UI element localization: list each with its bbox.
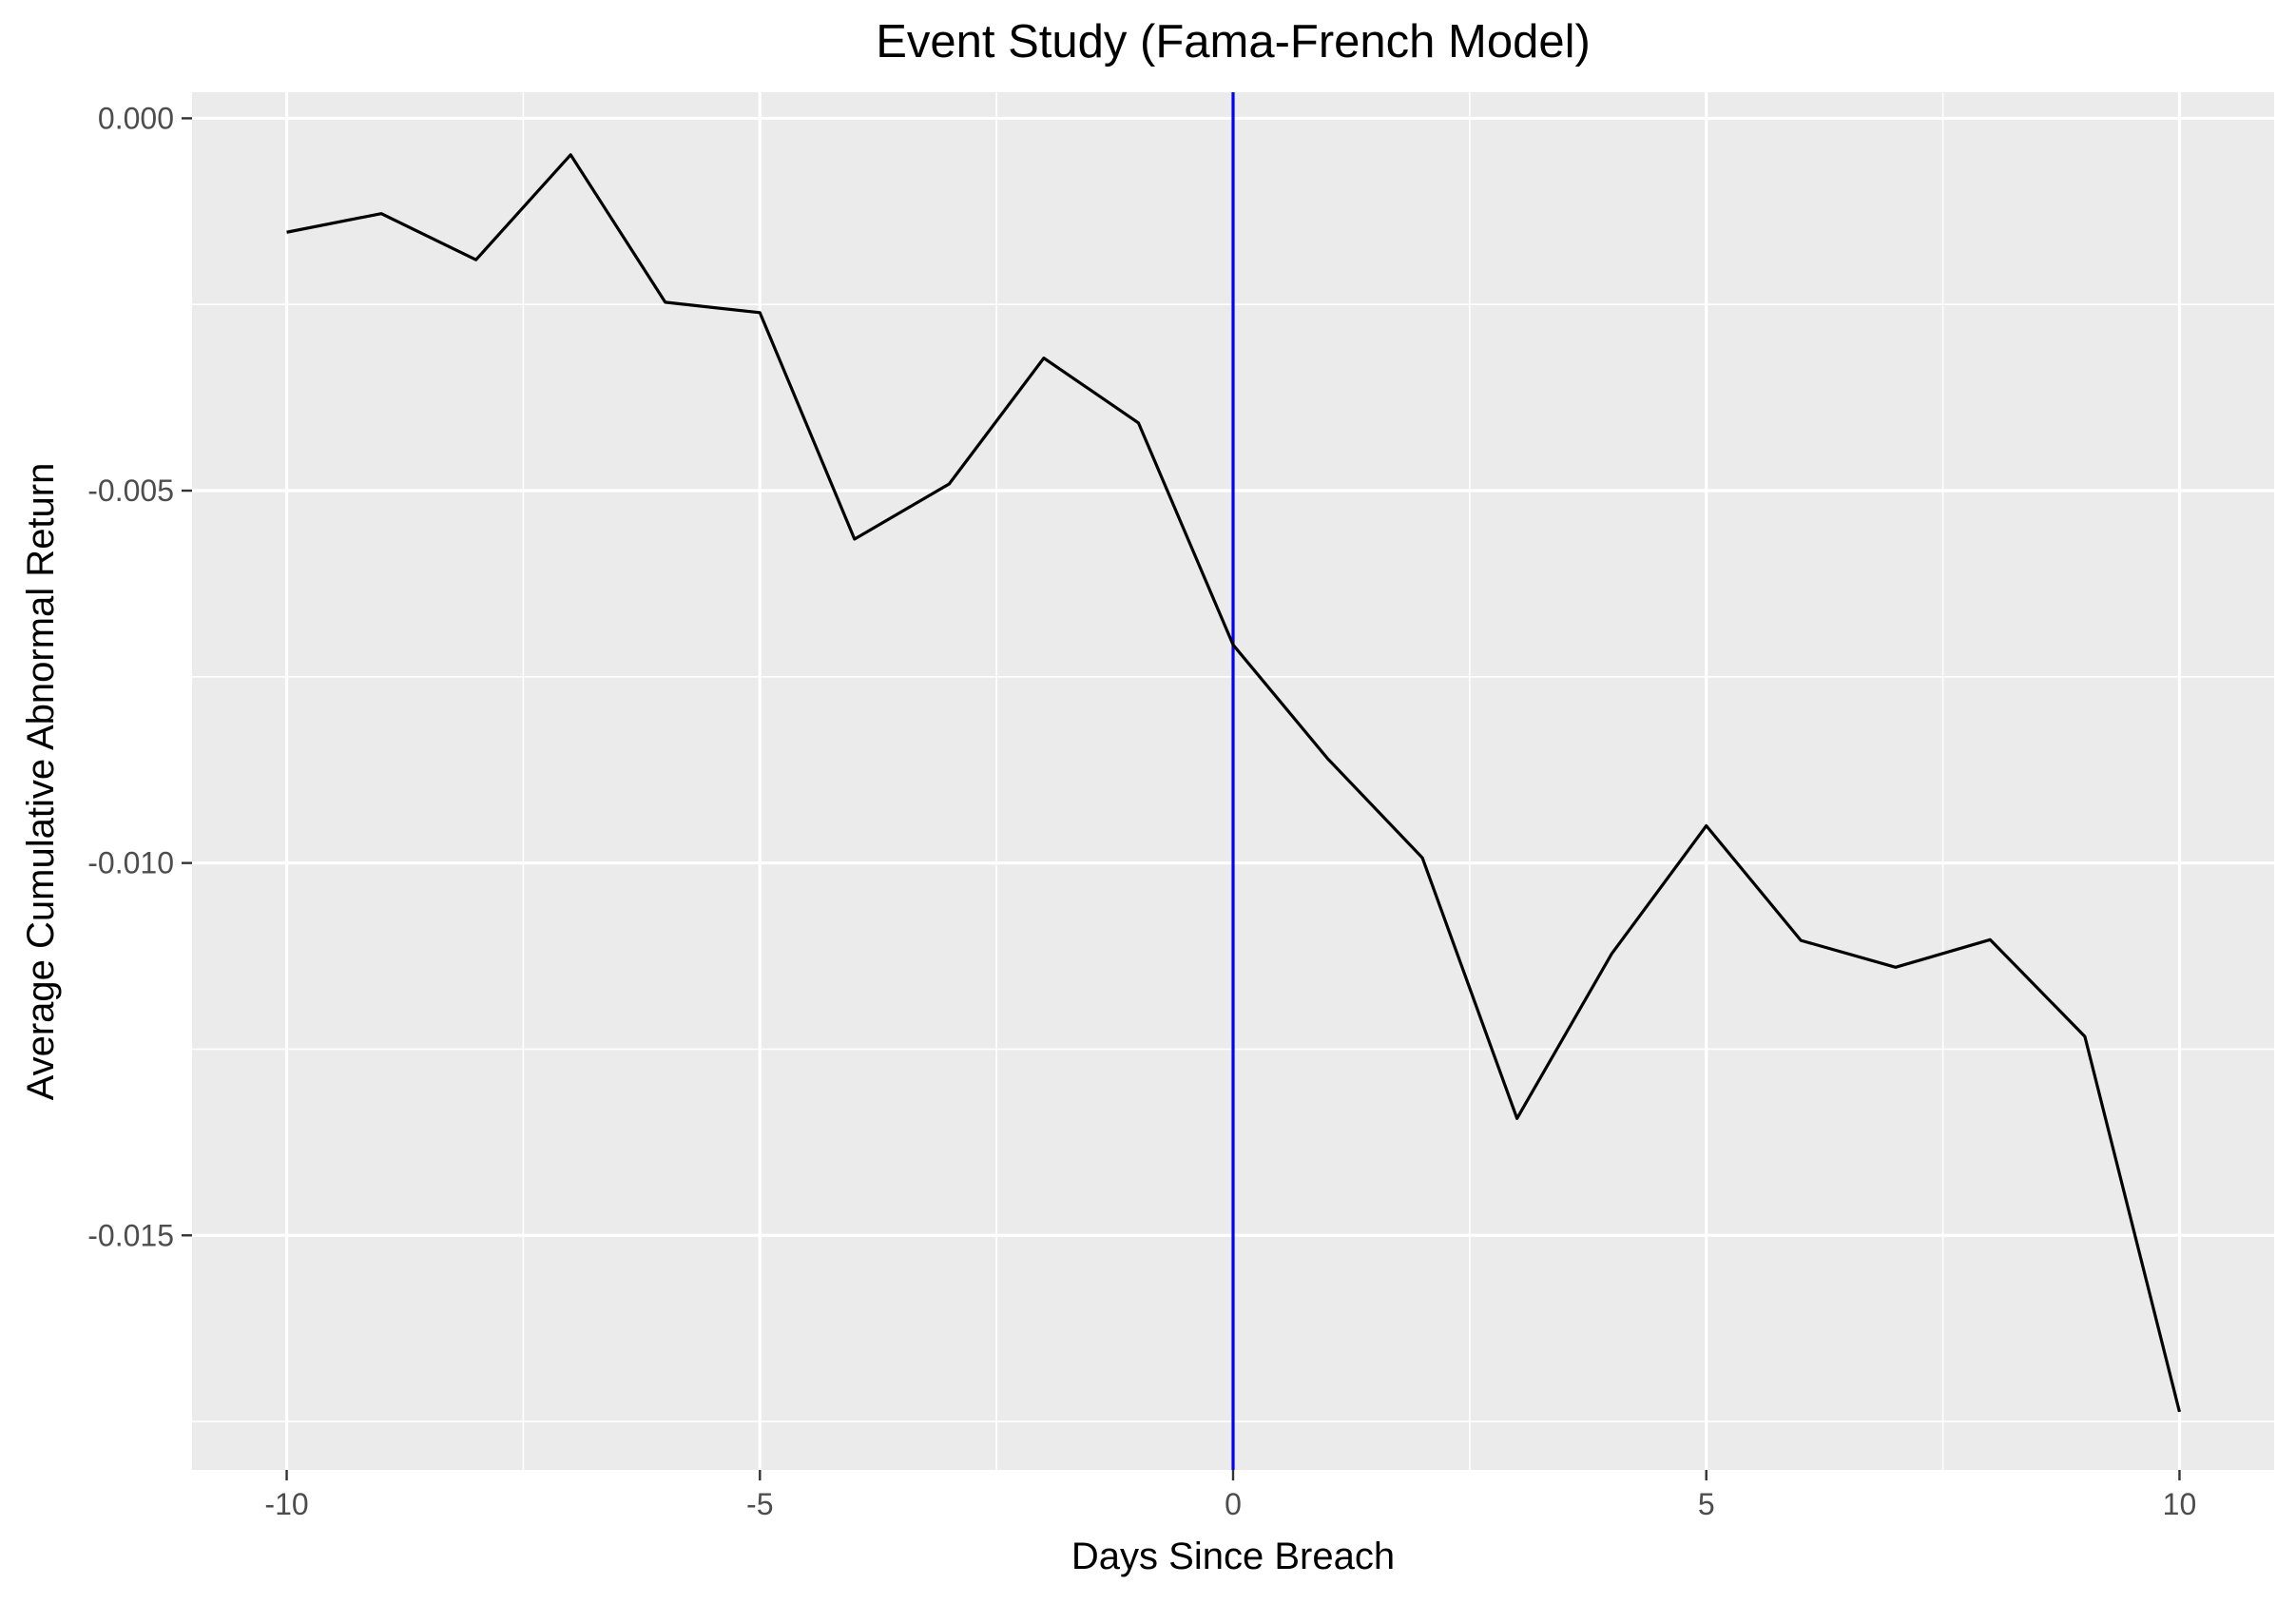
y-tick-label: -0.015 bbox=[87, 1218, 174, 1252]
y-axis-title: Average Cumulative Abnormal Return bbox=[20, 463, 62, 1101]
x-tick-label: 5 bbox=[1698, 1487, 1715, 1521]
x-tick-label: -10 bbox=[264, 1487, 308, 1521]
y-tick-label: -0.005 bbox=[87, 473, 174, 508]
x-axis-title: Days Since Breach bbox=[1071, 1536, 1395, 1577]
y-tick-label: 0.000 bbox=[98, 101, 174, 135]
series-layer bbox=[286, 153, 2182, 1413]
x-axis: -10 -5 0 5 10 bbox=[264, 1470, 2196, 1521]
x-tick-label: -5 bbox=[746, 1487, 773, 1521]
series-line bbox=[286, 153, 2182, 1413]
x-tick-label: 10 bbox=[2163, 1487, 2197, 1521]
y-axis: 0.000 -0.005 -0.010 -0.015 bbox=[87, 101, 192, 1252]
y-tick-label: -0.010 bbox=[87, 846, 174, 880]
x-tick-label: 0 bbox=[1225, 1487, 1242, 1521]
chart-title: Event Study (Fama-French Model) bbox=[876, 16, 1591, 68]
